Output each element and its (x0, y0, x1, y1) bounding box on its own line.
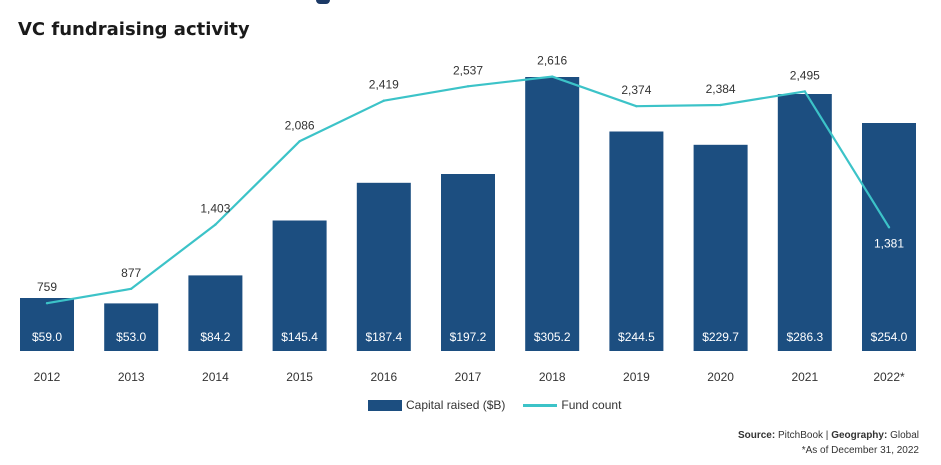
fund-count-label: 2,537 (453, 63, 483, 77)
footnote: *As of December 31, 2022 (801, 445, 919, 456)
bar-2013 (104, 303, 159, 351)
bar-value-label: $286.3 (786, 330, 823, 344)
fund-count-point (130, 287, 133, 290)
x-tick-label: 2012 (34, 370, 61, 384)
bar-2016 (356, 182, 411, 351)
bar-value-label: $305.2 (534, 330, 571, 344)
legend-label-capital: Capital raised ($B) (406, 398, 506, 412)
fund-count-label: 2,086 (285, 118, 315, 132)
bar-2014 (188, 275, 243, 351)
legend-swatch-line (523, 403, 558, 407)
source-label: Source: (737, 430, 776, 441)
bar-2017 (441, 174, 495, 351)
x-tick-label: 2013 (118, 370, 145, 384)
x-tick-label: 2019 (623, 370, 650, 384)
bar-value-label: $229.7 (702, 330, 739, 344)
fund-count-label: 759 (37, 280, 57, 294)
source-line: Source: PitchBook | Geography: Global (738, 430, 919, 441)
x-tick-label: 2020 (707, 370, 734, 384)
bar-value-label: $84.2 (200, 330, 230, 344)
x-tick-label: 2015 (286, 370, 313, 384)
x-tick-label: 2021 (791, 370, 818, 384)
fund-count-label: 1,403 (200, 202, 230, 216)
fund-count-point (635, 105, 638, 108)
fund-count-point (298, 140, 301, 143)
fund-count-point (45, 302, 49, 305)
x-tick-label: 2016 (370, 370, 397, 384)
x-tick-label: 2017 (455, 370, 482, 384)
geography-label: Geography: (831, 430, 888, 441)
fund-count-point (887, 226, 891, 229)
fund-count-label: 2,419 (369, 78, 399, 92)
legend-item-fund-count: Fund count (523, 398, 621, 412)
bar-2018 (525, 77, 580, 351)
fund-count-label: 1,381 (874, 236, 904, 250)
source-separator: | (825, 430, 829, 441)
bar-2021 (777, 94, 832, 351)
bar-value-label: $187.4 (365, 330, 402, 344)
bars-layer (20, 77, 916, 351)
bar-labels-layer: $59.0 $53.0 $84.2 $145.4 $187.4 $197.2 $305.2 $… (32, 330, 908, 344)
fund-count-point (719, 103, 722, 107)
bar-2019 (609, 131, 664, 351)
bar-2020 (693, 144, 748, 351)
legend-swatch-bar (368, 399, 402, 411)
source-value: PitchBook (777, 430, 824, 441)
x-tick-label: 2018 (539, 370, 566, 384)
fund-count-point (803, 90, 806, 93)
fund-count-label: 2,384 (706, 82, 736, 96)
line-labels-layer: 759 877 1,403 2,086 2,419 2,537 2,616 2,374 2,38… (37, 54, 904, 295)
fund-count-point (466, 85, 470, 88)
line-layer (45, 75, 891, 305)
bar-2022 (862, 123, 916, 351)
fund-count-point (382, 99, 385, 102)
bar-value-label: $145.4 (281, 330, 318, 344)
legend-item-capital: Capital raised ($B) (368, 398, 505, 412)
decorative-mark (316, 0, 330, 4)
x-tick-label: 2014 (202, 370, 229, 384)
fund-count-label: 877 (121, 266, 141, 280)
fund-count-point (214, 223, 217, 226)
bar-value-label: $53.0 (116, 330, 146, 344)
fund-count-label: 2,495 (790, 68, 820, 82)
bar-value-label: $197.2 (450, 330, 487, 344)
fund-count-label: 2,616 (537, 54, 567, 68)
x-tick-label: 2022* (873, 370, 905, 384)
bar-value-label: $254.0 (871, 330, 908, 344)
chart-title: VC fundraising activity (18, 19, 250, 40)
fund-count-label: 2,374 (621, 83, 651, 97)
x-axis-ticks: 2012 2013 2014 2015 2016 2017 2018 2019 2020 2021… (34, 370, 905, 384)
bar-2012 (20, 298, 74, 351)
legend-label-fund-count: Fund count (561, 398, 622, 412)
bar-value-label: $59.0 (32, 330, 62, 344)
bar-value-label: $244.5 (618, 330, 655, 344)
bar-2015 (272, 220, 327, 351)
legend: Capital raised ($B) Fund count (368, 398, 639, 412)
geography-value: Global (890, 430, 919, 441)
fund-count-point (551, 75, 554, 78)
